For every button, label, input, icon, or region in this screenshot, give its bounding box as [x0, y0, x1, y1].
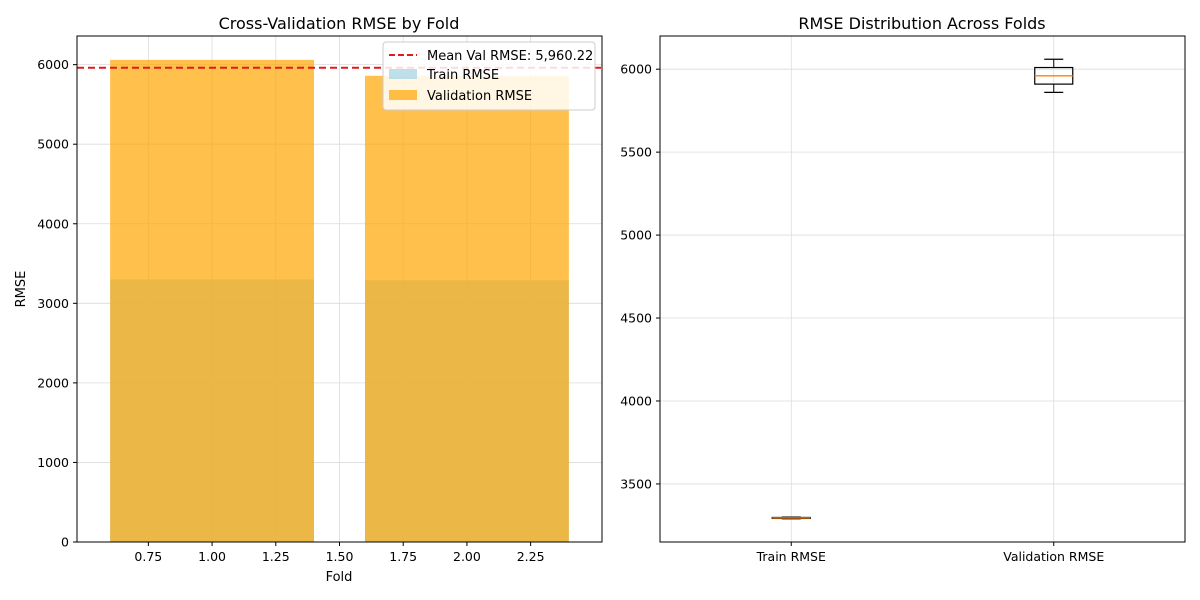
- x-tick-label: Train RMSE: [756, 549, 826, 564]
- validation-bar-2: [364, 75, 569, 542]
- legend-swatch-1: [389, 69, 417, 79]
- y-tick-label: 5500: [620, 145, 652, 160]
- y-tick-label: 4500: [620, 311, 652, 326]
- box-plot-boxes: [771, 58, 1074, 520]
- bar-chart-panel: Cross-Validation RMSE by Fold 0.75 1.00 1.…: [14, 14, 603, 585]
- box-plot-grid: [660, 36, 1185, 542]
- box-plot-panel: RMSE Distribution Across Folds Train RMS…: [620, 14, 1186, 564]
- y-tick-label: 6000: [620, 62, 652, 77]
- y-tick-label: 4000: [620, 393, 652, 408]
- bar-chart-x-ticks: 0.75 1.00 1.25 1.50 1.75 2.00 2.25: [134, 542, 545, 564]
- x-tick-label: 1.50: [326, 549, 354, 564]
- box-plot-y-ticks: 3500 4000 4500 5000 5500 6000: [620, 62, 660, 491]
- legend: Mean Val RMSE: 5,960.22 Train RMSE Validat…: [382, 41, 596, 111]
- y-tick-label: 5000: [620, 228, 652, 243]
- box-plot-frame: [659, 35, 1186, 543]
- x-tick-label: 0.75: [134, 549, 162, 564]
- x-tick-label: 2.00: [453, 549, 481, 564]
- bar-chart-bars: [110, 59, 569, 543]
- y-tick-label: 3000: [37, 296, 69, 311]
- x-tick-label: 1.75: [389, 549, 417, 564]
- box-plot-x-ticks: Train RMSE Validation RMSE: [756, 542, 1104, 564]
- y-tick-label: 3500: [620, 476, 652, 491]
- y-tick-label: 2000: [37, 375, 69, 390]
- legend-swatch-2: [389, 90, 417, 100]
- y-tick-label: 1000: [37, 455, 69, 470]
- legend-label-1: Train RMSE: [426, 68, 499, 83]
- legend-label-2: Validation RMSE: [427, 89, 532, 104]
- x-tick-label: 1.25: [262, 549, 290, 564]
- y-tick-label: 5000: [37, 137, 69, 152]
- legend-mean-label: Mean Val RMSE: 5,960.22: [427, 49, 593, 64]
- box-plot-title: RMSE Distribution Across Folds: [798, 14, 1045, 33]
- bar-chart-y-ticks: 0 1000 2000 3000 4000 5000 6000: [37, 57, 77, 550]
- x-tick-label: Validation RMSE: [1003, 549, 1104, 564]
- y-tick-label: 4000: [37, 216, 69, 231]
- y-tick-label: 0: [61, 535, 69, 550]
- legend-box: [382, 41, 596, 111]
- x-tick-label: 2.25: [517, 549, 545, 564]
- y-axis-label: RMSE: [14, 271, 29, 308]
- x-axis-label: Fold: [326, 570, 353, 585]
- x-tick-label: 1.00: [198, 549, 226, 564]
- y-tick-label: 6000: [37, 57, 69, 72]
- bar-chart-title: Cross-Validation RMSE by Fold: [219, 14, 460, 33]
- validation-bar-1: [110, 59, 315, 543]
